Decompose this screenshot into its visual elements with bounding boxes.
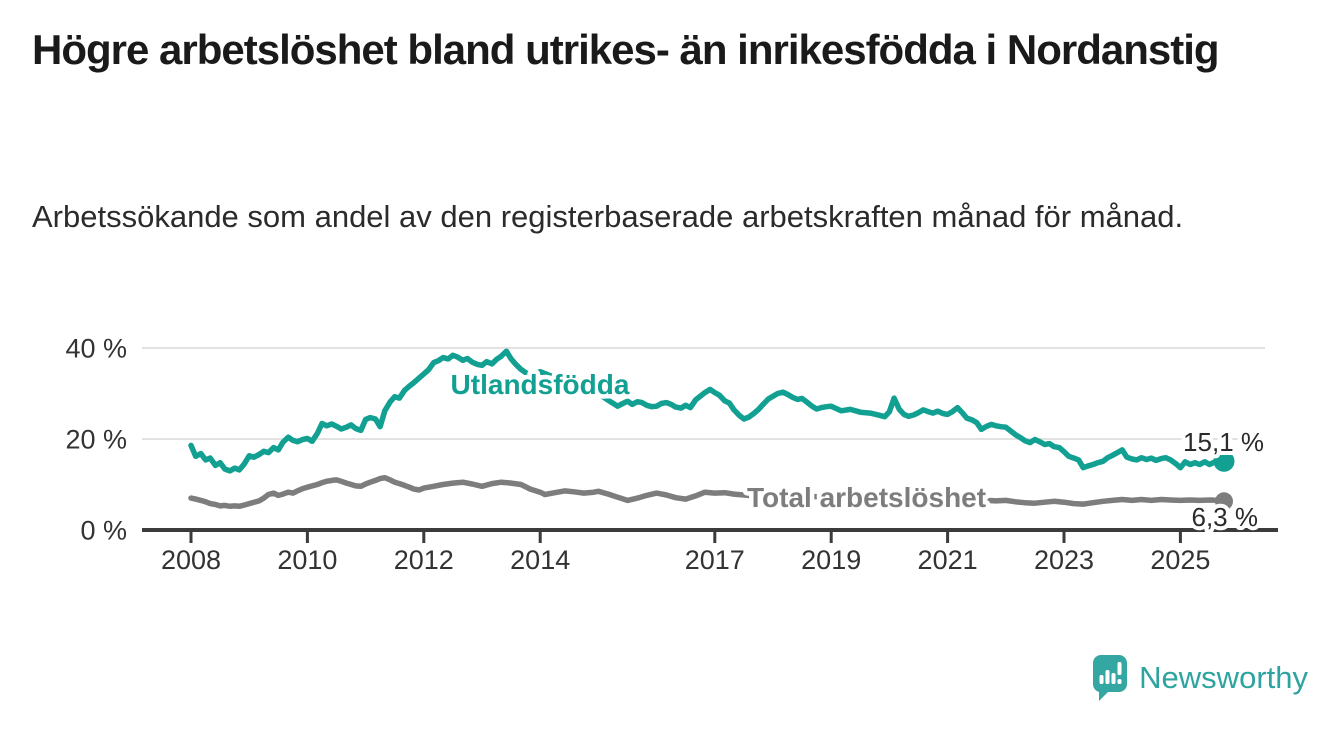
chart-subtitle: Arbetssökande som andel av den registerb… [32, 199, 1184, 234]
chart-axes-and-series: 2008 2010 2012 2014 2017 2019 2021 2023 2025 0 % 2… [65, 334, 1278, 575]
x-tick-label-2023: 2023 [1034, 545, 1094, 575]
page-title: Högre arbetslöshet bland utrikes- än inr… [32, 26, 1220, 73]
x-tick-label-2017: 2017 [685, 545, 745, 575]
newsworthy-logo-icon [1093, 655, 1128, 701]
x-tick-label-2008: 2008 [161, 545, 221, 575]
newsworthy-logo: Newsworthy [1093, 652, 1308, 704]
series-end-dot-utlandsfodda [1213, 450, 1235, 472]
end-value-label-total-arbetsloshet: 6,3 % [1192, 502, 1259, 532]
series-line-total-arbetsloshet [188, 474, 1227, 510]
series-label-total-arbetsloshet: Total arbetslöshet [747, 482, 986, 513]
y-tick-label-0: 0 % [80, 516, 127, 546]
logo-bubble [1093, 655, 1128, 701]
x-tick-label-2014: 2014 [510, 545, 570, 575]
x-tick-label-2012: 2012 [394, 545, 454, 575]
x-tick-label-2010: 2010 [277, 545, 337, 575]
end-value-label-utlandsfodda: 15,1 % [1183, 427, 1264, 457]
y-tick-label-20: 20 % [65, 425, 127, 455]
x-tick-label-2019: 2019 [801, 545, 861, 575]
newsworthy-logo-text: Newsworthy [1139, 660, 1308, 695]
logo-bar-chart-icon [1099, 662, 1122, 684]
x-tick-label-2021: 2021 [918, 545, 978, 575]
series-label-utlandsfodda: Utlandsfödda [451, 369, 630, 400]
series-end-dot-total-arbetsloshet [1215, 492, 1233, 511]
y-tick-label-40: 40 % [65, 334, 127, 364]
x-tick-label-2025: 2025 [1150, 545, 1210, 575]
series-line-utlandsfodda [188, 348, 1227, 474]
